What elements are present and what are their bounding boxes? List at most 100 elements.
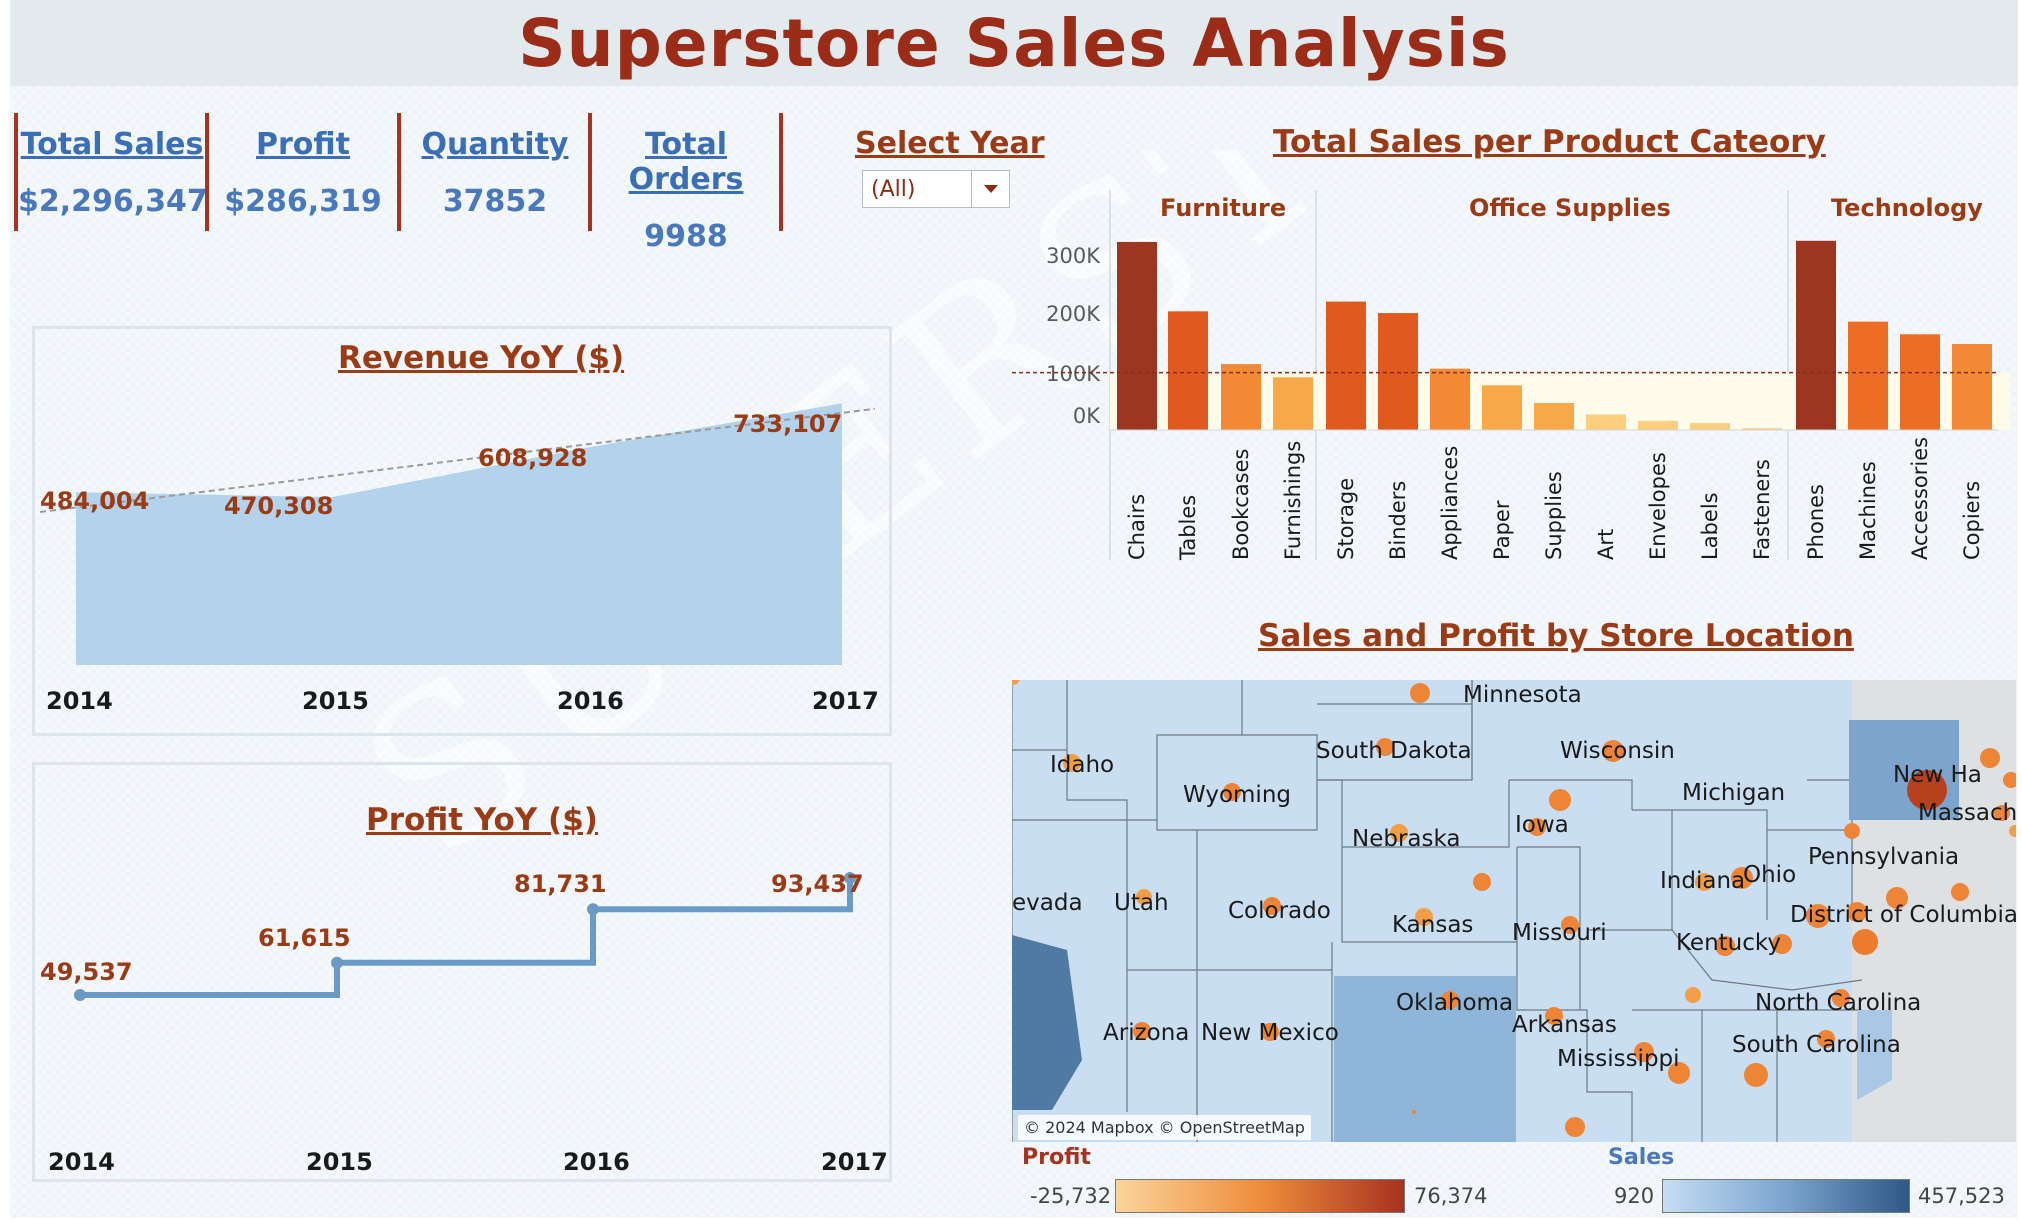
x-tick-label: Fasteners [1750, 459, 1774, 560]
bar-storage [1326, 301, 1366, 430]
map-title: Sales and Profit by Store Location [1258, 618, 1854, 654]
page-title: Superstore Sales Analysis [518, 4, 1510, 82]
store-location-map[interactable]: © 2024 Mapbox © OpenStreetMap [1012, 680, 2016, 1142]
profit-value-label: 61,615 [258, 924, 351, 952]
y-tick-label: 200K [1046, 302, 1100, 326]
x-tick-label: Machines [1856, 461, 1880, 560]
state-label: Kentucky [1676, 930, 1782, 956]
profit-point [844, 872, 856, 884]
state-label: Iowa [1515, 812, 1569, 838]
sales-legend-gradient [1662, 1179, 1910, 1213]
profit-panel [32, 762, 892, 1182]
x-tick-label: Furnishings [1281, 440, 1305, 560]
map-canvas [1012, 680, 2016, 1142]
revenue-chart-title: Revenue YoY ($) [338, 340, 625, 376]
profit-x-tick: 2016 [563, 1148, 630, 1176]
year-filter-label: Select Year [855, 126, 1045, 161]
bar-fasteners [1742, 428, 1782, 430]
state-label: Mississippi [1557, 1046, 1680, 1072]
bar-accessories [1900, 334, 1940, 430]
revenue-panel [32, 326, 892, 736]
bar-envelopes [1638, 420, 1678, 430]
state-label: North Carolina [1755, 990, 1922, 1016]
category-chart-title: Total Sales per Product Cateory [1273, 124, 1826, 160]
state-label: Colorado [1228, 898, 1331, 924]
x-tick-label: Binders [1386, 480, 1410, 560]
revenue-x-tick: 2015 [302, 687, 369, 715]
revenue-x-tick: 2016 [557, 687, 624, 715]
x-tick-label: Chairs [1125, 493, 1149, 560]
kpi-value: 9988 [644, 219, 728, 254]
revenue-value-label: 608,928 [478, 444, 588, 472]
kpi-total-orders: Total Orders 9988 [588, 113, 780, 254]
y-tick-label: 100K [1046, 362, 1100, 386]
profit-x-tick: 2014 [48, 1148, 115, 1176]
bar-chairs [1117, 241, 1157, 430]
bar-phones [1796, 240, 1836, 430]
state-label: Minnesota [1463, 682, 1582, 708]
kpi-profit: Profit $286,319 [205, 113, 397, 231]
bar-paper [1482, 385, 1522, 430]
bar-tables [1168, 311, 1208, 430]
state-label: Missouri [1512, 920, 1607, 946]
profit-legend-gradient [1115, 1179, 1405, 1213]
state-label: New Ha [1893, 762, 1982, 788]
kpi-value: 37852 [442, 184, 548, 219]
state-label: South Carolina [1732, 1032, 1901, 1058]
profit-value-label: 81,731 [514, 870, 607, 898]
profit-value-label: 93,437 [771, 870, 864, 898]
profit-legend-min: -25,732 [1030, 1184, 1112, 1208]
bar-bookcases [1221, 364, 1261, 430]
x-tick-label: Accessories [1908, 436, 1932, 560]
state-label: Utah [1114, 890, 1169, 916]
state-label: Idaho [1050, 752, 1115, 778]
x-tick-label: Phones [1804, 484, 1828, 560]
dashboard [10, 10, 2018, 1218]
x-tick-label: Storage [1334, 477, 1358, 560]
state-label: Pennsylvania [1808, 844, 1960, 870]
state-label: Arizona [1103, 1020, 1190, 1046]
revenue-trend-line [39, 407, 876, 513]
state-label: Wyoming [1183, 782, 1291, 808]
profit-legend-max: 76,374 [1414, 1184, 1488, 1208]
year-select[interactable]: (All) [862, 170, 1010, 208]
profit-x-tick: 2015 [306, 1148, 373, 1176]
sales-legend-max: 457,523 [1918, 1184, 2005, 1208]
x-tick-label: Envelopes [1646, 452, 1670, 560]
state-label: Wisconsin [1560, 738, 1675, 764]
bar-supplies [1534, 403, 1574, 430]
bar-appliances [1430, 368, 1470, 430]
kpi-label: Quantity [421, 127, 569, 162]
kpi-label: Total Orders [628, 127, 744, 197]
revenue-x-tick: 2017 [812, 687, 879, 715]
state-label: Ohio [1743, 862, 1797, 888]
state-label: Michigan [1682, 780, 1786, 806]
state-label: Massach [1918, 800, 2018, 826]
profit-point [74, 989, 86, 1001]
header: Superstore Sales Analysis [10, 0, 2018, 86]
state-label: New Mexico [1201, 1020, 1339, 1046]
state-label: Kansas [1392, 912, 1474, 938]
y-tick-label: 300K [1046, 244, 1100, 268]
profit-chart-title: Profit YoY ($) [366, 802, 598, 838]
kpi-label: Total Sales [20, 127, 204, 162]
bar-copiers [1952, 344, 1992, 430]
kpi-quantity: Quantity 37852 [397, 113, 589, 231]
revenue-value-label: 733,107 [733, 410, 843, 438]
category-group-header: Furniture [1160, 194, 1287, 222]
chevron-down-icon[interactable] [971, 171, 1009, 207]
category-group-header: Office Supplies [1469, 194, 1671, 222]
sales-legend-title: Sales [1608, 1145, 1675, 1170]
x-tick-label: Supplies [1542, 471, 1566, 560]
bar-art [1586, 414, 1626, 430]
kpi-divider [779, 113, 783, 231]
state-label: South Dakota [1316, 738, 1472, 764]
revenue-x-tick: 2014 [46, 687, 113, 715]
map-attribution: © 2024 Mapbox © OpenStreetMap [1018, 1115, 1311, 1140]
x-tick-label: Labels [1698, 492, 1722, 560]
bar-machines [1848, 321, 1888, 430]
profit-value-label: 49,537 [40, 958, 133, 986]
state-label: Indiana [1660, 868, 1746, 894]
x-tick-label: Copiers [1960, 480, 1984, 560]
